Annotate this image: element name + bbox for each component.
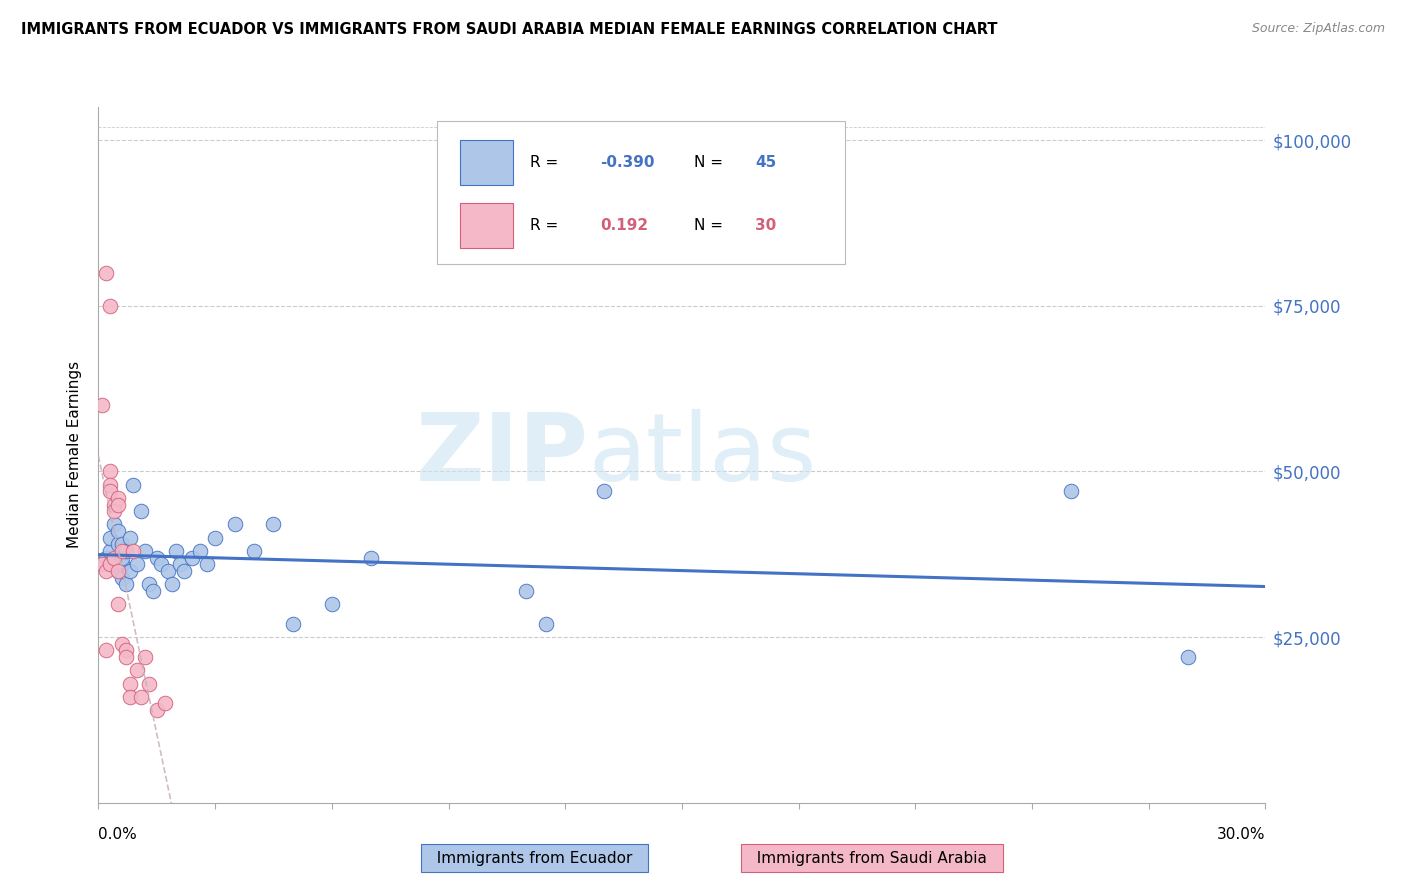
Point: [162, 577, 184, 591]
Point: [98, 477, 121, 491]
Point: [98, 558, 121, 572]
Text: -0.390: -0.390: [600, 155, 655, 170]
Point: [122, 477, 145, 491]
Point: [134, 650, 156, 665]
Point: [534, 616, 557, 631]
Point: [118, 531, 141, 545]
Point: [107, 597, 129, 611]
Text: Source: ZipAtlas.com: Source: ZipAtlas.com: [1251, 22, 1385, 36]
Point: [169, 558, 191, 572]
Point: [149, 558, 172, 572]
Point: [138, 577, 160, 591]
Point: [146, 703, 169, 717]
Point: [153, 697, 176, 711]
Point: [111, 558, 134, 572]
Point: [98, 299, 121, 313]
Text: atlas: atlas: [589, 409, 817, 501]
Point: [118, 564, 141, 578]
Point: [98, 531, 121, 545]
Point: [103, 550, 125, 565]
Point: [165, 544, 187, 558]
Point: [96, 550, 118, 565]
Point: [180, 550, 202, 565]
Point: [118, 676, 141, 690]
Point: [107, 524, 129, 538]
Point: [122, 544, 145, 558]
Point: [134, 544, 156, 558]
Text: IMMIGRANTS FROM ECUADOR VS IMMIGRANTS FROM SAUDI ARABIA MEDIAN FEMALE EARNINGS C: IMMIGRANTS FROM ECUADOR VS IMMIGRANTS FR…: [21, 22, 998, 37]
Point: [103, 504, 125, 518]
Text: ZIP: ZIP: [416, 409, 589, 501]
Point: [195, 558, 218, 572]
Point: [111, 570, 134, 584]
Point: [98, 465, 121, 479]
Text: 0.192: 0.192: [600, 218, 648, 233]
Point: [593, 484, 616, 499]
Point: [103, 498, 125, 512]
Point: [1177, 650, 1199, 665]
Text: R =: R =: [530, 155, 564, 170]
Point: [107, 491, 129, 505]
Point: [243, 544, 266, 558]
Point: [111, 550, 134, 565]
Point: [146, 550, 169, 565]
Point: [107, 550, 129, 565]
Point: [91, 558, 114, 572]
Point: [114, 650, 136, 665]
FancyBboxPatch shape: [460, 202, 513, 248]
Point: [515, 583, 537, 598]
Point: [129, 504, 152, 518]
Y-axis label: Median Female Earnings: Median Female Earnings: [67, 361, 83, 549]
Point: [188, 544, 211, 558]
Point: [111, 544, 134, 558]
Point: [114, 544, 136, 558]
Point: [111, 637, 134, 651]
Text: 45: 45: [755, 155, 776, 170]
Point: [138, 676, 160, 690]
Point: [103, 517, 125, 532]
Point: [91, 398, 114, 412]
Point: [111, 537, 134, 551]
Point: [103, 558, 125, 572]
Point: [321, 597, 343, 611]
Point: [127, 558, 149, 572]
FancyBboxPatch shape: [460, 140, 513, 186]
Text: Immigrants from Saudi Arabia: Immigrants from Saudi Arabia: [747, 851, 997, 865]
Text: 30.0%: 30.0%: [1218, 827, 1265, 841]
Point: [281, 616, 304, 631]
FancyBboxPatch shape: [437, 121, 845, 263]
Point: [173, 564, 195, 578]
Point: [96, 266, 118, 280]
Point: [96, 643, 118, 657]
Point: [107, 498, 129, 512]
Point: [96, 564, 118, 578]
Point: [157, 564, 180, 578]
Point: [107, 537, 129, 551]
Point: [118, 690, 141, 704]
Text: Immigrants from Ecuador: Immigrants from Ecuador: [426, 851, 643, 865]
Point: [262, 517, 284, 532]
Point: [98, 484, 121, 499]
Point: [1060, 484, 1083, 499]
Point: [107, 564, 129, 578]
Text: 0.0%: 0.0%: [98, 827, 138, 841]
Point: [114, 577, 136, 591]
Text: N =: N =: [693, 218, 727, 233]
Point: [107, 564, 129, 578]
Point: [204, 531, 226, 545]
Text: N =: N =: [693, 155, 727, 170]
Point: [224, 517, 246, 532]
Point: [98, 544, 121, 558]
Point: [114, 643, 136, 657]
Point: [142, 583, 165, 598]
Text: 30: 30: [755, 218, 776, 233]
Point: [127, 663, 149, 677]
Text: R =: R =: [530, 218, 564, 233]
Point: [129, 690, 152, 704]
Point: [360, 550, 382, 565]
